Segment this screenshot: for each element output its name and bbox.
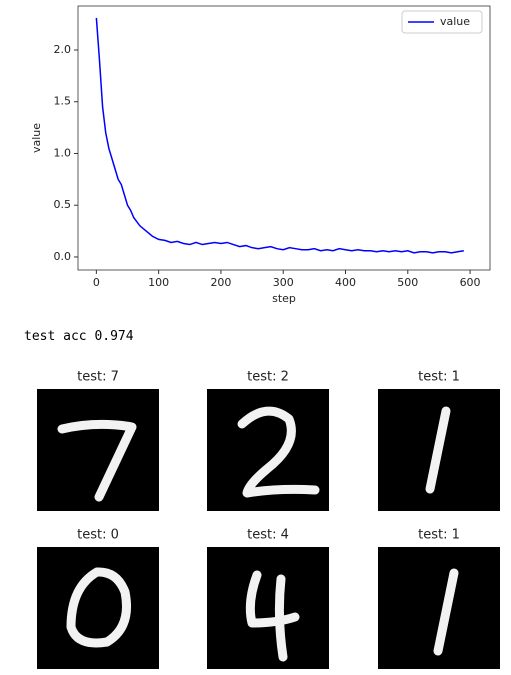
- image-title: test: 4: [247, 528, 289, 543]
- x-tick-label: 600: [460, 276, 481, 289]
- x-tick-label: 400: [335, 276, 356, 289]
- legend-box: [401, 10, 483, 34]
- y-tick-label: 2.0: [54, 43, 72, 56]
- x-axis-label: step: [272, 292, 296, 305]
- image-title: test: 2: [247, 370, 289, 385]
- image-title: test: 1: [418, 370, 460, 385]
- digit-image: [207, 389, 329, 511]
- y-tick-label: 0.5: [54, 198, 72, 211]
- y-tick-label: 0.0: [54, 250, 72, 263]
- y-tick-label: 1.0: [54, 146, 72, 159]
- digit-image: [207, 547, 329, 669]
- plot-frame: [77, 5, 491, 271]
- x-tick-label: 0: [93, 276, 100, 289]
- digit-image: [378, 547, 500, 669]
- chart: 0 100 200 300 400 500 600 0.0 0.5 1.0 1.5 2.0 step va…: [30, 5, 491, 305]
- digit-image: [37, 389, 159, 511]
- x-tick-label: 100: [148, 276, 169, 289]
- y-axis-label: value: [30, 123, 43, 153]
- x-tick-label: 500: [397, 276, 418, 289]
- digit-image: [378, 389, 500, 511]
- output-text: test acc 0.974: [24, 329, 134, 344]
- digit-image: [37, 547, 159, 669]
- x-tick-label: 300: [273, 276, 294, 289]
- image-grid: test: 7 test: 2 test: 1 test: 0 test: 4 …: [37, 370, 500, 669]
- legend-label: value: [440, 15, 470, 28]
- image-title: test: 1: [418, 528, 460, 543]
- line-series: [95, 17, 464, 254]
- x-tick-label: 200: [210, 276, 231, 289]
- image-title: test: 0: [77, 528, 119, 543]
- image-title: test: 7: [77, 370, 119, 385]
- y-tick-label: 1.5: [54, 95, 72, 108]
